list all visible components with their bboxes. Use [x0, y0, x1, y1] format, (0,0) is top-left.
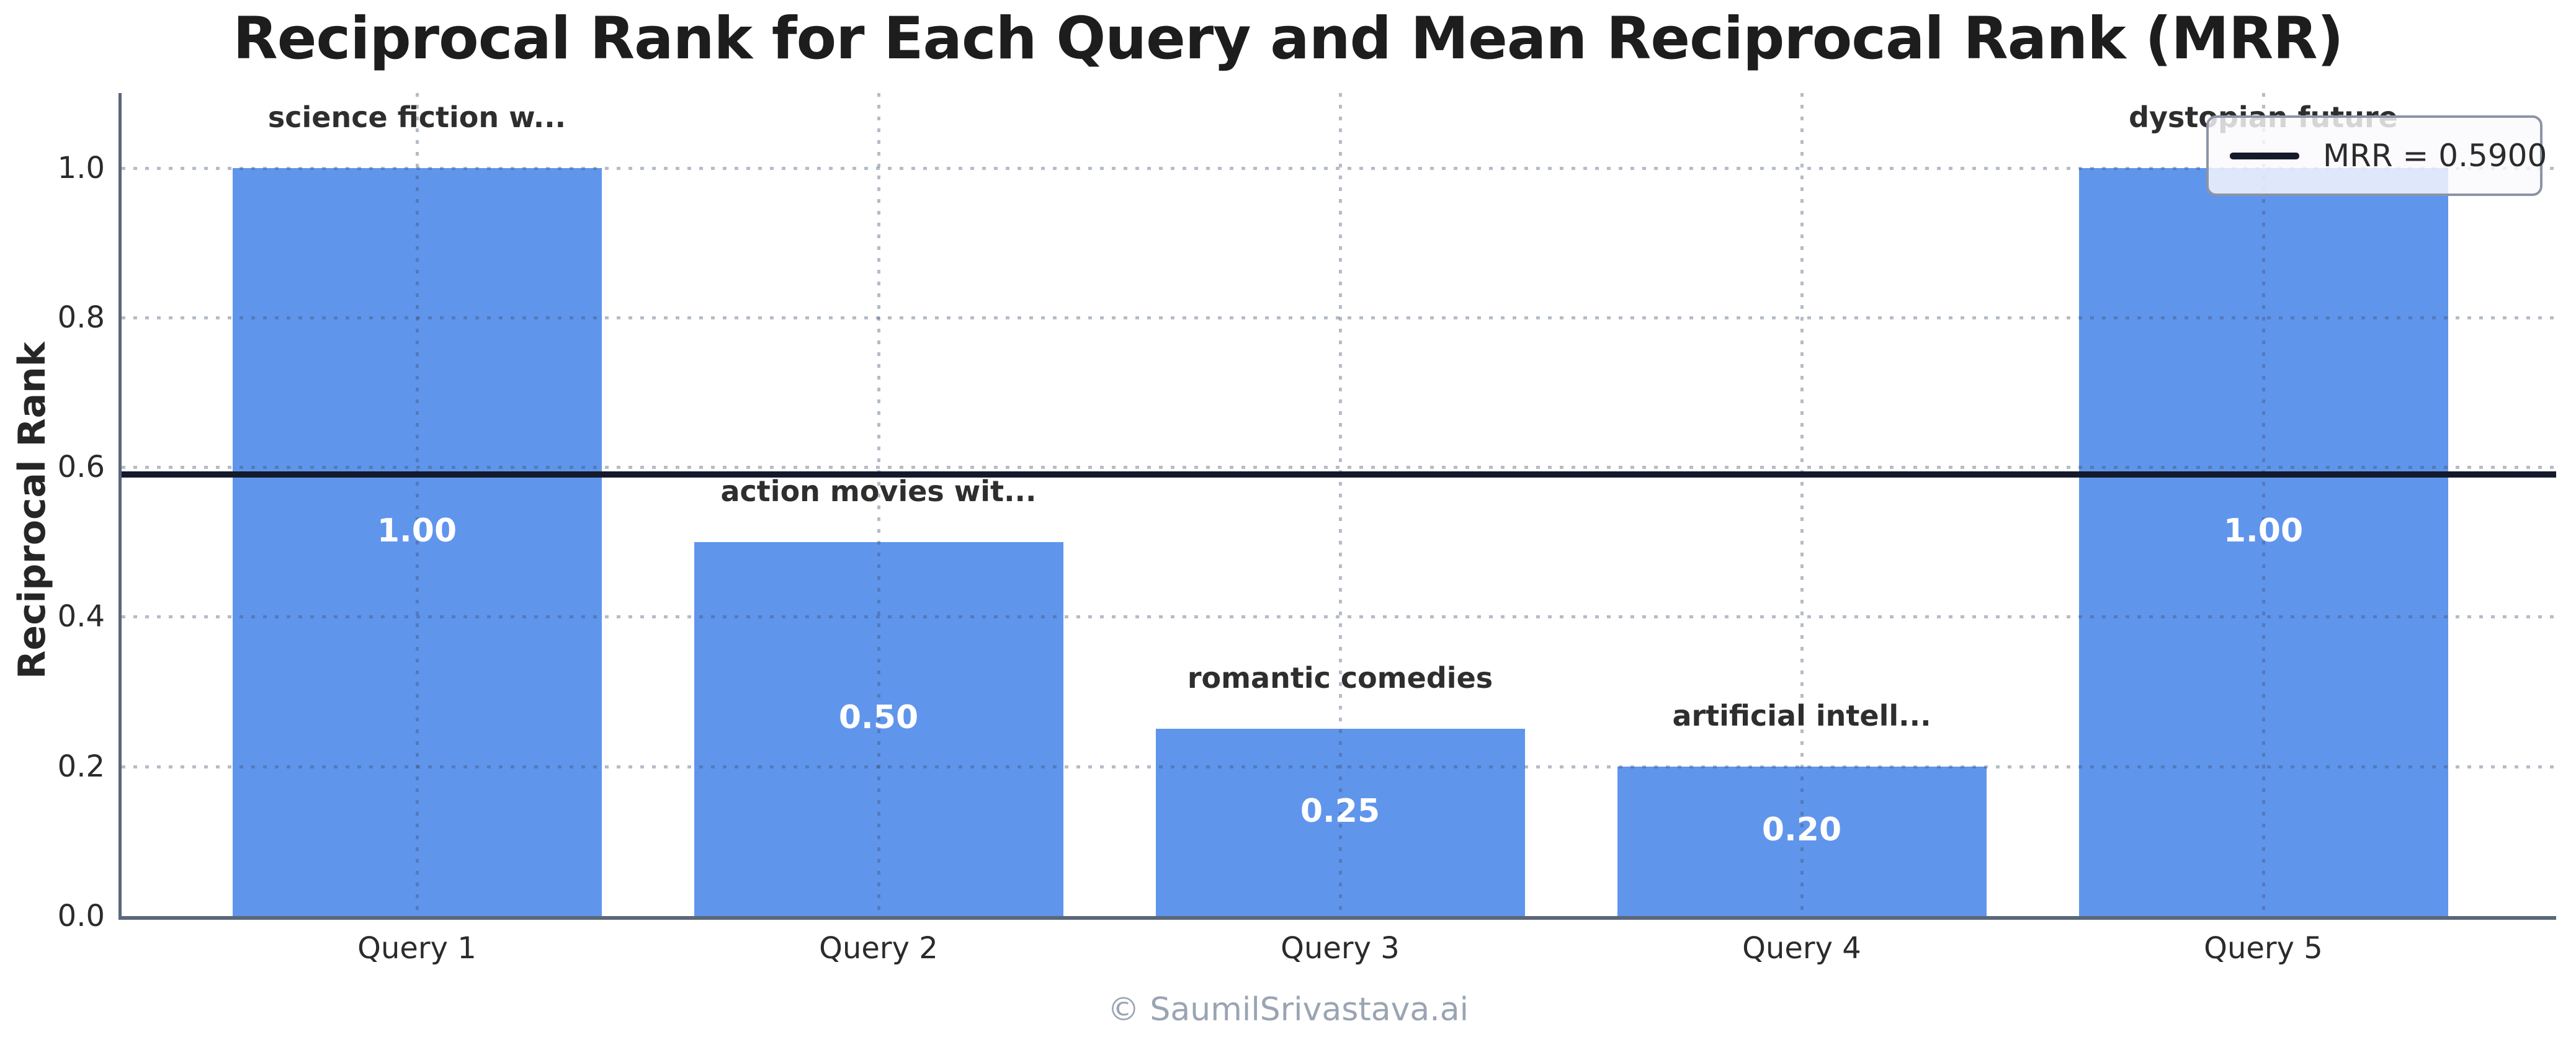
mrr-reference-line: [122, 471, 2556, 478]
bottom-axis-spine: [119, 916, 2556, 920]
legend-label: MRR = 0.5900: [2323, 138, 2547, 174]
bar-value-label: 1.00: [377, 512, 457, 550]
x-tick-label: Query 1: [357, 931, 476, 966]
mrr-line-legend-swatch: [2230, 152, 2299, 159]
y-tick-label: 0.4: [57, 599, 105, 634]
bar-value-label: 1.00: [2223, 512, 2304, 550]
y-tick-label: 0.2: [57, 749, 105, 784]
x-tick-label: Query 3: [1281, 931, 1400, 966]
vertical-gridline: [877, 93, 880, 916]
bar-value-label: 0.25: [1300, 793, 1380, 830]
vertical-gridline: [416, 93, 419, 916]
bar-value-label: 0.20: [1761, 811, 1842, 849]
chart-title: Reciprocal Rank for Each Query and Mean …: [233, 5, 2343, 73]
bar-annotation-label: action movies wit...: [720, 474, 1037, 508]
bar-annotation-label: artificial intell...: [1672, 698, 1931, 732]
x-tick-label: Query 2: [819, 931, 938, 966]
bar-query-1: [232, 167, 602, 916]
vertical-gridline: [2262, 93, 2265, 916]
y-tick-label: 0.8: [57, 300, 105, 335]
bar-query-3: [1155, 729, 1525, 916]
bar-value-label: 0.50: [838, 699, 919, 737]
vertical-gridline: [1339, 93, 1342, 916]
vertical-gridline: [1800, 93, 1804, 916]
horizontal-gridline: [122, 316, 2556, 319]
horizontal-gridline: [122, 466, 2556, 470]
x-tick-label: Query 5: [2204, 931, 2323, 966]
y-tick-label: 0.0: [57, 899, 105, 933]
y-tick-label: 0.6: [57, 450, 105, 485]
bar-query-5: [2078, 167, 2448, 916]
y-tick-label: 1.0: [57, 150, 105, 185]
bar-annotation-label: science fiction w...: [267, 100, 566, 134]
bar-query-4: [1617, 766, 1987, 916]
horizontal-gridline: [122, 615, 2556, 619]
footer-watermark: © SaumilSrivastava.ai: [1107, 991, 1469, 1028]
horizontal-gridline: [122, 765, 2556, 768]
horizontal-gridline: [122, 166, 2556, 170]
legend: MRR = 0.5900: [2206, 115, 2547, 196]
bar-annotation-label: romantic comedies: [1187, 661, 1493, 695]
y-axis-label: Reciprocal Rank: [11, 342, 54, 679]
left-axis-spine: [119, 93, 122, 919]
bar-query-2: [694, 541, 1063, 916]
x-tick-label: Query 4: [1742, 931, 1861, 966]
